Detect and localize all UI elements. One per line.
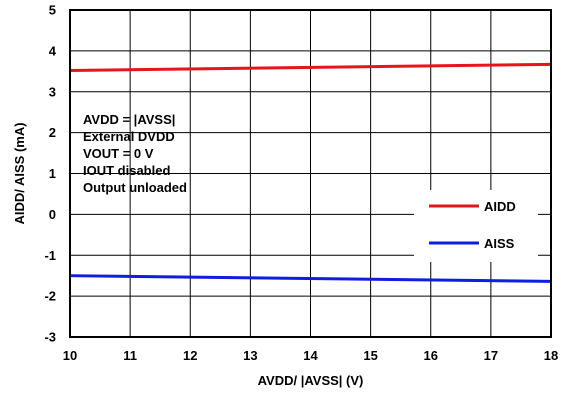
y-tick-label: 1 [49,166,56,181]
x-axis-title: AVDD/ |AVSS| (V) [258,373,364,388]
annotation-line: VOUT = 0 V [83,146,154,161]
legend-label-aiss: AISS [484,236,515,251]
annotation-block: AVDD = |AVSS| External DVDD VOUT = 0 V I… [83,112,187,195]
annotation-line: Output unloaded [83,180,187,195]
y-tick-label: 3 [49,84,56,99]
plot-frame [69,9,552,338]
series-line-aidd [69,62,552,72]
x-tick-label: 17 [484,348,498,363]
y-tick-label: -3 [44,330,56,345]
x-tick-label: 14 [303,348,318,363]
x-tick-label: 15 [363,348,377,363]
annotation-line: AVDD = |AVSS| [83,112,175,127]
y-tick-label: 0 [49,207,56,222]
y-axis-title: AIDD/ AISS (mA) [12,122,27,224]
annotation-line: IOUT disabled [83,163,170,178]
y-tick-label: 5 [49,3,56,18]
legend-label-aidd: AIDD [484,199,516,214]
legend: AIDD AISS [414,190,538,262]
y-tick-label: 4 [49,43,57,58]
series-layer [69,62,552,283]
legend-background [414,190,538,262]
y-tick-label: -1 [44,248,56,263]
x-tick-label: 10 [63,348,77,363]
series-line-aiss [69,274,552,283]
x-tick-label: 13 [243,348,257,363]
annotation-line: External DVDD [83,129,175,144]
y-tick-label: -2 [44,289,56,304]
x-tick-label: 12 [183,348,197,363]
x-tick-label: 11 [123,348,137,363]
x-tick-label: 18 [544,348,558,363]
x-tick-label: 16 [424,348,438,363]
y-tick-label: 2 [49,125,56,140]
